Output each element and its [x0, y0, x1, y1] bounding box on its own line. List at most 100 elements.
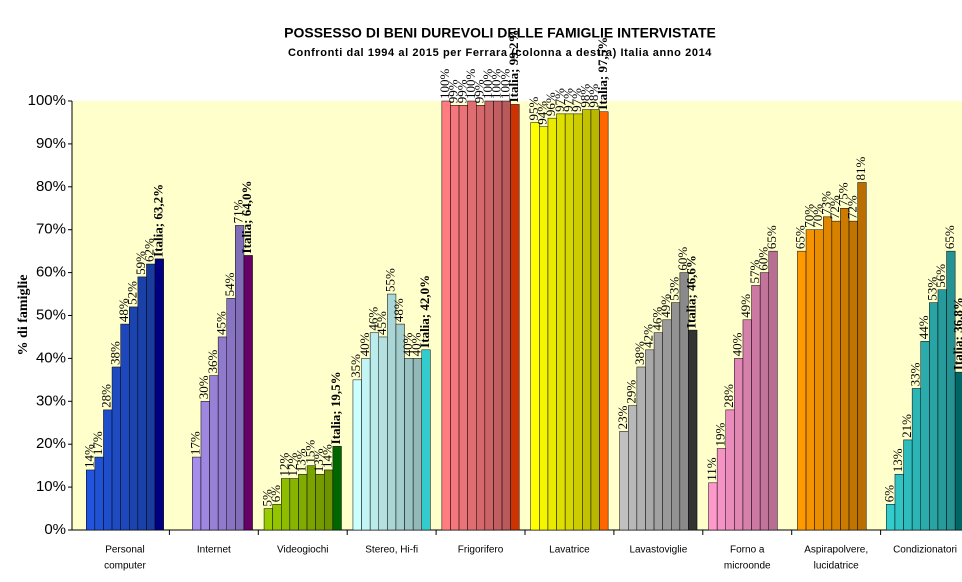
italia-label: Italia; 19,5% [328, 371, 343, 444]
value-label: 59% [133, 251, 148, 275]
bar [200, 401, 210, 531]
x-tick-label: lucidatrice [814, 561, 859, 572]
value-label: 21% [899, 414, 914, 438]
value-label: 70% [801, 204, 816, 228]
bar [501, 100, 511, 531]
bar [582, 109, 592, 531]
x-tick-label: computer [104, 561, 146, 572]
value-label: 97% [552, 88, 567, 112]
bar [281, 478, 291, 531]
italia-label: Italia; 46,6% [684, 255, 699, 328]
bar [539, 126, 549, 531]
bar [742, 319, 752, 531]
value-label: 100% [463, 69, 478, 100]
value-label: 45% [213, 311, 228, 335]
bar [441, 100, 451, 531]
value-label: 35% [348, 354, 363, 378]
value-label: 55% [383, 268, 398, 292]
value-label: 94% [535, 101, 550, 125]
value-label: 13% [890, 448, 905, 472]
y-axis-label: % di famiglie [16, 275, 31, 356]
y-tick-label: 30% [36, 392, 66, 409]
value-label: 28% [721, 384, 736, 408]
value-label: 72% [827, 195, 842, 219]
bar [645, 349, 655, 531]
italia-bar [688, 329, 698, 531]
bar [86, 469, 96, 531]
value-label: 71% [231, 199, 246, 223]
value-label: 38% [632, 341, 647, 365]
value-label: 100% [497, 69, 512, 100]
y-tick-label: 100% [28, 92, 66, 109]
italia-label: Italia; 42,0% [417, 275, 432, 348]
bar [209, 375, 219, 531]
bar [315, 473, 325, 531]
italia-label: Italia; 97,5% [595, 37, 610, 110]
value-label: 30% [196, 375, 211, 399]
value-label: 13% [311, 448, 326, 472]
bar [129, 306, 139, 531]
value-label: 54% [222, 272, 237, 296]
value-label: 49% [658, 294, 673, 318]
y-tick-label: 90% [36, 135, 66, 152]
value-label: 40% [400, 332, 415, 356]
value-label: 99% [472, 79, 487, 103]
value-label: 45% [374, 311, 389, 335]
value-label: 65% [764, 225, 779, 249]
y-tick-label: 20% [36, 435, 66, 452]
value-label: 33% [907, 362, 922, 386]
value-label: 98% [578, 84, 593, 108]
value-label: 48% [116, 298, 131, 322]
x-tick-label: Frigorifero [458, 545, 504, 556]
bar [493, 100, 503, 531]
bar [226, 298, 236, 531]
bar [653, 332, 663, 531]
value-label: 72% [844, 195, 859, 219]
value-label: 99% [454, 79, 469, 103]
bar [708, 482, 718, 531]
italia-bar [421, 349, 431, 531]
bar [111, 366, 121, 531]
y-tick-label: 60% [36, 264, 66, 281]
bar [751, 285, 761, 531]
value-label: 49% [738, 294, 753, 318]
value-label: 100% [480, 69, 495, 100]
italia-bar [599, 111, 609, 531]
value-label: 42% [641, 324, 656, 348]
y-tick-label: 80% [36, 178, 66, 195]
value-label: 65% [793, 225, 808, 249]
bar [412, 358, 422, 531]
value-label: 53% [925, 277, 940, 301]
value-label: 19% [712, 422, 727, 446]
value-label: 98% [586, 84, 601, 108]
italia-bar [954, 371, 962, 531]
bar [94, 456, 104, 531]
value-label: 70% [810, 204, 825, 228]
value-label: 40% [357, 332, 372, 356]
bar [590, 109, 600, 531]
value-label: 100% [437, 69, 452, 100]
bar [911, 388, 922, 531]
bar [564, 113, 575, 531]
x-tick-label: Internet [197, 545, 231, 556]
value-label: 100% [489, 69, 504, 100]
value-label: 75% [836, 182, 851, 206]
bar [272, 504, 282, 531]
value-label: 29% [624, 380, 639, 404]
bar [467, 100, 477, 531]
bar [823, 216, 833, 531]
value-label: 96% [543, 92, 558, 116]
value-label: 12% [277, 453, 292, 477]
value-label: 57% [747, 259, 762, 283]
x-tick-label: Videogiochi [277, 545, 329, 556]
bar [573, 113, 583, 531]
value-label: 11% [704, 457, 719, 481]
bar [619, 431, 629, 531]
value-label: 73% [819, 191, 834, 215]
bar [894, 473, 904, 531]
value-label: 65% [942, 225, 957, 249]
italia-bar [154, 258, 164, 531]
bar [137, 276, 147, 531]
value-label: 52% [125, 281, 140, 305]
